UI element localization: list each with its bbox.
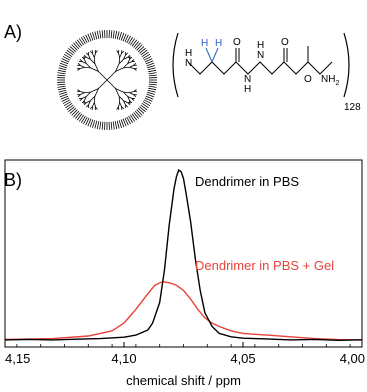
panel-a-label: A) xyxy=(4,22,22,42)
right-parenthesis xyxy=(343,32,350,98)
chem-o2: O xyxy=(281,37,289,48)
nmr-chart: 4,15 4,10 4,05 4,00 Dendrimer in PBS Dendrim… xyxy=(4,159,365,388)
chem-hn1: H xyxy=(185,48,192,59)
repeat-count: 128 xyxy=(344,102,361,113)
x-tick-label: 4,00 xyxy=(340,351,365,366)
chem-n1: N xyxy=(185,58,192,69)
series-line-2 xyxy=(4,281,363,341)
chem-o3: O xyxy=(304,74,312,85)
h-bond-2 xyxy=(211,47,219,63)
x-tick-label: 4,15 xyxy=(5,351,30,366)
series-line-1 xyxy=(4,168,363,342)
chem-hn2: H xyxy=(244,84,251,95)
x-tick-label: 4,10 xyxy=(111,351,136,366)
dendrimer-structure xyxy=(57,30,157,130)
chem-h2: H xyxy=(215,38,222,49)
chemical-structure: H H N H O N H O N H O NH2 128 xyxy=(172,32,361,113)
chem-hn3: H xyxy=(257,40,264,51)
x-tick-label: 4,05 xyxy=(230,351,255,366)
chem-o1: O xyxy=(233,37,241,48)
plot-frame xyxy=(4,159,363,348)
series-label-1: Dendrimer in PBS xyxy=(195,174,299,189)
chem-h1: H xyxy=(201,38,208,49)
panel-b-label: B) xyxy=(4,170,22,190)
x-axis-title: chemical shift / ppm xyxy=(126,373,241,388)
chem-n2: N xyxy=(244,74,251,85)
chem-n3: N xyxy=(257,50,264,61)
left-parenthesis xyxy=(172,32,179,98)
h-bond-1 xyxy=(205,47,213,63)
backbone-bonds xyxy=(187,61,333,75)
series-label-2: Dendrimer in PBS + Gel xyxy=(195,258,334,273)
chem-nh2: NH2 xyxy=(321,74,339,87)
